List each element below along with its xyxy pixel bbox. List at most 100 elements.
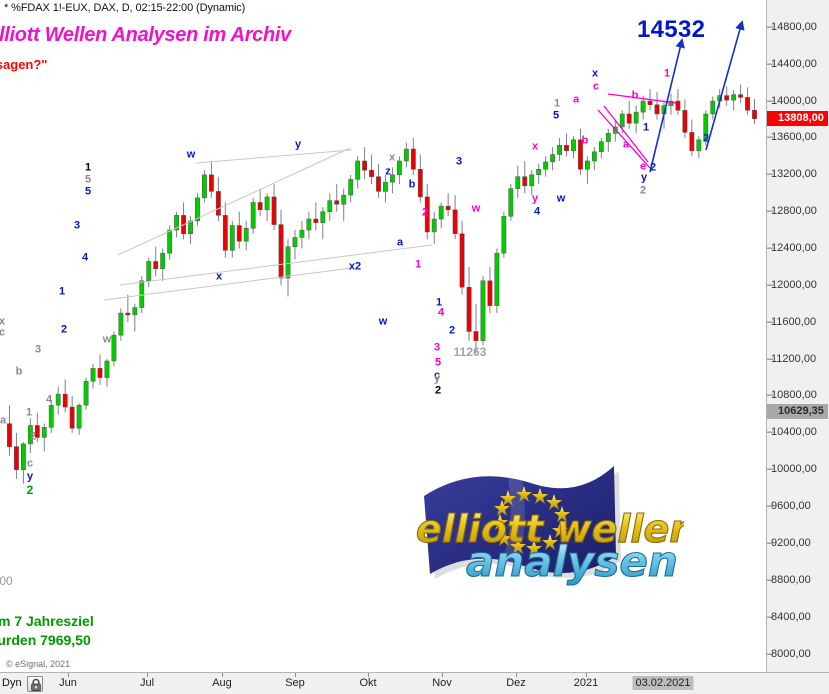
time-tick-jul: Jul (139, 677, 155, 689)
wave-label-b-50: b (631, 89, 639, 102)
wave-label-5-44: 5 (552, 109, 560, 122)
price-tick: –10800,00 (767, 389, 817, 402)
wave-label-5-16: 5 (84, 173, 92, 186)
time-tick-nov: Nov (432, 677, 452, 689)
wave-label-2-56: 2 (639, 184, 647, 197)
wave-label-x2-22: x2 (348, 260, 362, 273)
time-tick-dez: Dez (506, 677, 526, 689)
wave-label-y-21: y (294, 138, 302, 151)
time-gridmark (368, 673, 369, 677)
price-tick: –14400,00 (767, 57, 817, 70)
wave-label-3-33: 3 (433, 341, 441, 354)
dyn-label: Dyn (2, 677, 22, 689)
price-tick: –13200,00 (767, 168, 817, 181)
price-tick: –8800,00 (767, 573, 811, 586)
time-tick-current-date: 03.02.2021 (632, 676, 694, 690)
wave-label-y-55: y (640, 171, 648, 184)
wave-label-5-15: 5 (84, 185, 92, 198)
price-tick: –12400,00 (767, 242, 817, 255)
wave-label-2-53: 2 (649, 161, 657, 174)
wave-label-2-58: 2 (702, 132, 710, 145)
green-annotation-line-2: 67 wurden 7969,50 (0, 632, 91, 648)
time-gridmark (295, 673, 296, 677)
wave-label-4-42: 4 (533, 205, 541, 218)
wave-label-1-57: 1 (663, 67, 671, 80)
wave-label-z-23: z (385, 165, 391, 178)
wave-label-2-3: 2 (29, 430, 37, 443)
wave-label-2-27: 2 (421, 206, 429, 219)
price-axis[interactable]: –14800,00 –14400,00 –14000,00 –13600,00 –132… (766, 0, 829, 672)
wave-label-3-10: 3 (34, 343, 42, 356)
previous-close-badge: 10629,35 (767, 404, 828, 420)
price-tick: –14000,00 (767, 94, 817, 107)
wave-label-x-40: x (531, 140, 539, 153)
wave-label-x-20: x (215, 270, 223, 283)
wave-label-2-0: 2 (26, 483, 34, 497)
wave-label-w-43: w (556, 192, 566, 205)
wave-label-1-12: 1 (58, 285, 66, 298)
wave-label-c-7: c (0, 326, 6, 339)
wave-label-a-5: a (0, 414, 7, 427)
price-tick: –14800,00 (767, 20, 817, 33)
wave-label-3-14: 3 (73, 219, 81, 232)
wave-label-1-17: 1 (84, 161, 92, 174)
wave-label-a-26: a (396, 236, 404, 249)
wave-label-y-1: y (26, 470, 34, 483)
time-axis[interactable]: Dyn Jun Jul Aug Sep Okt Nov Dez 2021 03.02.2021 (0, 672, 829, 694)
last-price-badge: 13808,00 (767, 111, 828, 127)
wave-label-1-28: 1 (414, 258, 422, 271)
wave-label-2-32: 2 (448, 324, 456, 337)
price-tick: –8000,00 (767, 647, 811, 660)
wave-label-1-45: 1 (553, 97, 561, 110)
time-gridmark (586, 673, 587, 677)
candlestick-chart-svg (7, 20, 757, 484)
price-tick: –12000,00 (767, 278, 817, 291)
wave-label-w-29: w (378, 315, 388, 328)
wave-label-3-38: 3 (455, 155, 463, 168)
wave-label-4-31: 4 (437, 306, 445, 319)
wave-label-w-39: w (471, 202, 481, 215)
price-tick: –13600,00 (767, 131, 817, 144)
wave-label-x-8: x (0, 315, 6, 328)
price-target-label: 14532 (637, 16, 706, 43)
lock-icon[interactable] (27, 676, 43, 692)
symbol-info-line: * %FDAX 1!-EUX, DAX, D, 02:15-22:00 (Dyn… (4, 2, 246, 14)
wave-label-c-48: c (592, 80, 600, 93)
time-gridmark (516, 673, 517, 677)
price-tick: –10000,00 (767, 463, 817, 476)
time-tick-okt: Okt (359, 677, 377, 689)
price-tick: –9600,00 (767, 500, 811, 513)
price-tick: –11600,00 (767, 315, 817, 328)
chart-low-annotation: 11263 (453, 345, 487, 359)
time-gridmark (147, 673, 148, 677)
wave-label-1-52: 1 (642, 121, 650, 134)
wave-label-1-4: 1 (25, 406, 33, 419)
wave-label-x-49: x (591, 67, 599, 80)
wave-label-5-34: 5 (434, 356, 442, 369)
time-gridmark (442, 673, 443, 677)
time-tick-2021: 2021 (573, 677, 599, 689)
time-gridmark (68, 673, 69, 677)
red-annotation-line-1: hland versagen?" (0, 57, 48, 72)
wave-label-b-25: b (408, 178, 416, 191)
wave-label-a-51: a (622, 138, 630, 151)
wave-label-4-9: 4 (45, 393, 53, 406)
chart-plot-area[interactable]: 2 y c 2 1 a b c x 4 3 2 1 4 3 5 5 1 w w x y x2 z x b a 2 1 w 1 4 2 3 5 c y 2 3… (0, 0, 766, 672)
time-tick-jun: Jun (59, 677, 77, 689)
time-tick-aug: Aug (212, 677, 232, 689)
wave-label-x-24: x (388, 151, 396, 164)
wave-label-y-36: y (433, 372, 441, 385)
price-tick: –9200,00 (767, 536, 811, 549)
archive-headline: Elliott Wellen Analysen im Archiv (0, 24, 291, 46)
wave-label-4-13: 4 (81, 251, 89, 264)
price-tick: –10400,00 (767, 426, 817, 439)
wave-label-e-54: e (639, 160, 647, 173)
gray-level-annotation: 4300 (0, 574, 13, 588)
price-tick: –8400,00 (767, 610, 811, 623)
wave-label-w-18: w (102, 333, 112, 346)
green-annotation-line-1: s dem 7 Jahresziel (0, 613, 94, 629)
wave-label-b-47: b (581, 134, 589, 147)
wave-label-c-35: c (433, 369, 441, 382)
wave-label-w-19: w (186, 148, 196, 161)
